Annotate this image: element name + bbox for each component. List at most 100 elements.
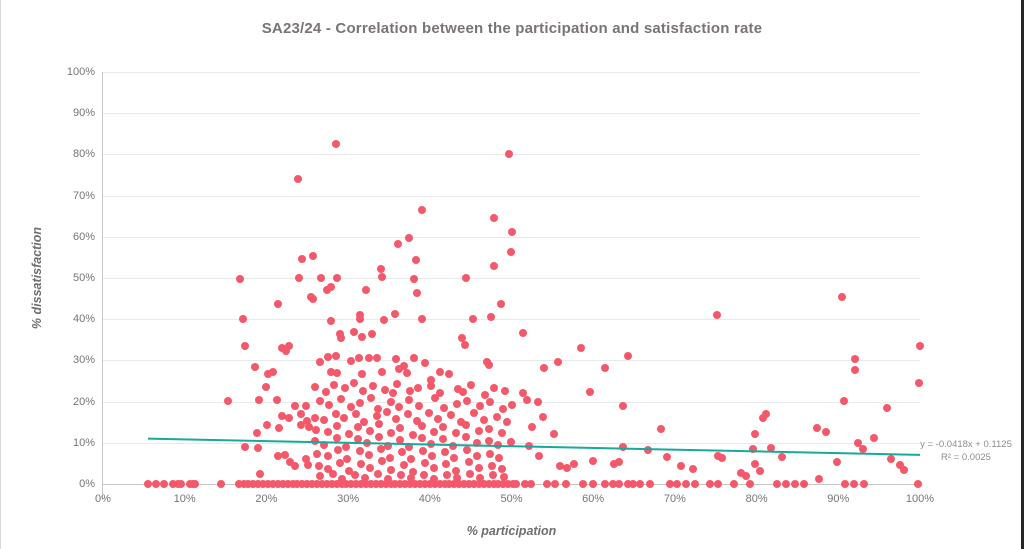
data-point <box>328 470 337 479</box>
data-point <box>335 458 344 467</box>
data-point <box>323 464 332 473</box>
window-right-border <box>1021 0 1024 549</box>
data-point <box>589 456 598 465</box>
y-tick-label: 50% <box>72 272 95 284</box>
data-point <box>376 444 385 453</box>
data-point <box>340 414 348 423</box>
data-point <box>473 451 482 460</box>
data-point <box>916 342 924 351</box>
data-point <box>361 473 370 482</box>
data-point <box>895 461 904 470</box>
data-point <box>475 474 484 483</box>
data-point <box>331 352 340 361</box>
data-point <box>296 421 305 430</box>
trendline-r2: R² = 0.0025 <box>941 452 991 463</box>
x-tick-label: 100% <box>905 493 935 505</box>
data-point <box>296 409 305 418</box>
data-point <box>601 363 610 372</box>
x-tick-label: 50% <box>500 493 523 505</box>
data-point <box>712 311 721 320</box>
data-point <box>750 430 759 439</box>
data-point <box>523 395 532 404</box>
data-point <box>376 264 385 273</box>
data-point <box>406 480 415 488</box>
gridline <box>103 236 920 238</box>
data-point <box>489 262 498 271</box>
data-point <box>254 480 263 488</box>
data-point <box>851 365 860 374</box>
data-point <box>435 480 444 488</box>
data-point <box>451 466 460 475</box>
data-point <box>504 480 513 488</box>
data-point <box>540 363 549 372</box>
data-point <box>429 428 438 437</box>
data-point <box>334 446 343 455</box>
data-point <box>759 414 768 423</box>
data-point <box>356 315 365 324</box>
data-point <box>411 255 420 264</box>
data-point <box>473 439 482 448</box>
data-point <box>331 140 340 149</box>
data-point <box>386 480 395 488</box>
gridline <box>103 113 920 115</box>
data-point <box>425 480 434 488</box>
gridline <box>103 278 920 279</box>
data-point <box>535 451 544 460</box>
data-point <box>372 354 381 363</box>
data-point <box>429 474 438 483</box>
y-axis-line <box>102 72 103 501</box>
data-point <box>320 440 329 449</box>
data-point <box>275 423 284 432</box>
data-point <box>308 251 317 260</box>
data-point <box>343 454 352 463</box>
data-point <box>244 480 253 488</box>
data-point <box>326 283 335 292</box>
data-point <box>554 358 563 367</box>
data-point <box>365 353 374 362</box>
data-point <box>152 480 161 488</box>
y-tick-label: 90% <box>72 107 95 120</box>
data-point <box>250 362 259 371</box>
data-point <box>293 480 302 488</box>
data-point <box>241 442 250 451</box>
data-point <box>461 274 470 282</box>
data-point <box>294 175 303 184</box>
data-point <box>520 480 529 488</box>
data-point <box>415 401 424 410</box>
data-point <box>492 412 501 421</box>
data-point <box>353 422 362 431</box>
data-point <box>308 480 317 488</box>
data-point <box>405 395 414 404</box>
data-point <box>420 458 429 467</box>
data-point <box>273 396 282 405</box>
data-point <box>480 390 489 399</box>
data-point <box>366 427 375 436</box>
data-point <box>234 480 243 488</box>
data-point <box>672 480 681 488</box>
data-point <box>277 411 286 420</box>
data-point <box>160 480 169 488</box>
data-point <box>490 383 499 392</box>
data-point <box>323 452 332 461</box>
data-point <box>252 428 261 437</box>
data-point <box>143 480 152 488</box>
data-point <box>790 480 799 488</box>
data-point <box>335 329 344 338</box>
window-left-edge <box>0 0 1 549</box>
data-point <box>448 442 457 451</box>
y-tick-label: 0% <box>79 478 95 490</box>
y-tick-label: 100% <box>66 66 95 78</box>
data-point <box>336 394 345 403</box>
data-point <box>497 428 506 437</box>
data-point <box>268 367 277 376</box>
data-point <box>316 358 325 367</box>
data-point <box>316 472 325 481</box>
data-point <box>435 389 444 398</box>
data-point <box>445 369 454 378</box>
data-point <box>424 409 433 418</box>
data-point <box>500 472 509 481</box>
data-point <box>254 444 263 453</box>
data-point <box>420 480 429 488</box>
data-point <box>714 480 723 488</box>
